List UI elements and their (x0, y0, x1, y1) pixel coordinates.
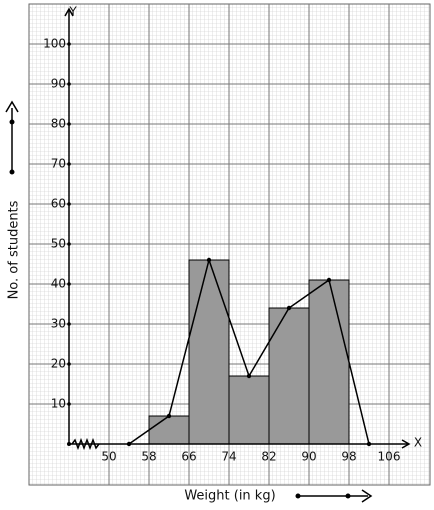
y-axis-label: No. of students (7, 200, 22, 299)
polygon-point (166, 413, 172, 419)
y-tick-label: 100 (43, 37, 66, 51)
y-tick-label: 40 (51, 277, 66, 291)
polygon-point (326, 277, 332, 283)
y-tick-mark (67, 42, 71, 46)
y-tick-mark (67, 202, 71, 206)
decor-arrows (5, 100, 373, 503)
y-tick-label: 10 (51, 397, 66, 411)
y-tick-mark (67, 162, 71, 166)
y-tick-mark (67, 242, 71, 246)
y-tick-mark (67, 282, 71, 286)
bar (148, 415, 190, 445)
bar (188, 259, 230, 445)
polygon-point (246, 373, 252, 379)
y-tick-label: 90 (51, 77, 66, 91)
x-tick-label: 98 (341, 450, 356, 464)
y-axis-arrow (64, 7, 74, 17)
x-axis-name: X (414, 436, 422, 450)
polygon-point (206, 257, 212, 263)
origin-dot (67, 442, 71, 446)
polygon-point (286, 305, 292, 311)
y-tick-label: 20 (51, 357, 66, 371)
y-tick-label: 80 (51, 117, 66, 131)
polygon-point (126, 441, 132, 447)
x-axis-label: Weight (in kg) (184, 489, 275, 504)
y-tick-mark (67, 122, 71, 126)
x-tick-label: 58 (141, 450, 156, 464)
polygon-point (366, 441, 372, 447)
x-tick-label: 74 (221, 450, 236, 464)
y-tick-label: 50 (51, 237, 66, 251)
y-tick-label: 30 (51, 317, 66, 331)
y-axis-name: Y (68, 5, 77, 19)
y-tick-mark (67, 402, 71, 406)
x-tick-label: 50 (101, 450, 116, 464)
bar (268, 307, 310, 445)
bar (228, 375, 270, 445)
y-tick-mark (67, 322, 71, 326)
y-tick-mark (67, 82, 71, 86)
x-tick-label: 90 (301, 450, 316, 464)
plot (29, 4, 430, 485)
x-tick-label: 66 (181, 450, 196, 464)
x-axis-arrow (401, 439, 411, 449)
x-tick-label: 106 (378, 450, 401, 464)
bar (308, 279, 350, 445)
y-tick-label: 60 (51, 197, 66, 211)
y-tick-mark (67, 362, 71, 366)
y-tick-label: 70 (51, 157, 66, 171)
x-tick-label: 82 (261, 450, 276, 464)
